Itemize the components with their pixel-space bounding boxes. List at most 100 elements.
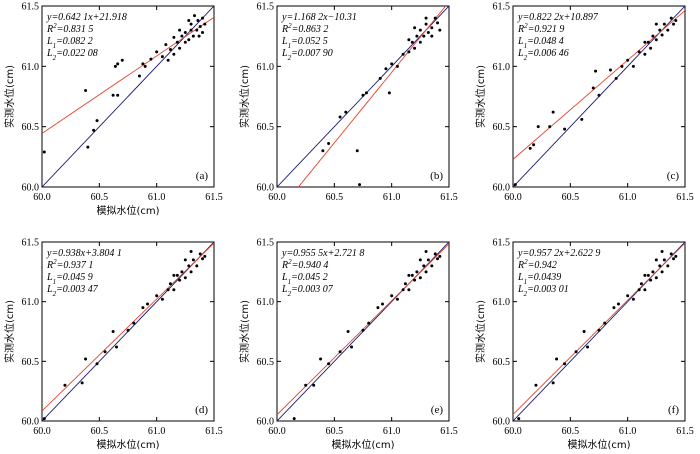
data-point bbox=[172, 35, 176, 39]
data-point bbox=[563, 362, 567, 366]
x-tick-label: 60.5 bbox=[562, 426, 580, 437]
annotation-equation: y=0.957 2x+2.622 9 bbox=[517, 248, 600, 259]
data-point bbox=[424, 250, 428, 254]
x-tick-label: 60.0 bbox=[268, 426, 286, 437]
y-tick-label: 61.0 bbox=[493, 62, 511, 73]
x-tick-label: 60.5 bbox=[326, 192, 344, 203]
data-point bbox=[384, 67, 388, 71]
data-point bbox=[586, 345, 590, 349]
data-point bbox=[198, 25, 202, 29]
data-point bbox=[116, 93, 120, 97]
data-point bbox=[658, 28, 662, 32]
fit-line bbox=[42, 242, 214, 412]
x-tick-label: 61.5 bbox=[205, 426, 223, 437]
annotation-r2: R2=0.937 1 bbox=[46, 258, 93, 271]
data-point bbox=[178, 278, 182, 282]
data-point bbox=[639, 282, 643, 286]
x-tick-label: 61.5 bbox=[676, 192, 694, 203]
data-point bbox=[415, 270, 419, 274]
y-tick-label: 61.5 bbox=[493, 238, 511, 249]
data-point bbox=[149, 57, 153, 61]
annotation-l1: L1=0.045 9 bbox=[46, 272, 93, 286]
x-tick-label: 61.0 bbox=[619, 426, 637, 437]
data-point bbox=[413, 26, 417, 30]
data-point bbox=[193, 14, 197, 18]
data-point bbox=[654, 38, 658, 42]
data-point bbox=[608, 68, 612, 72]
data-point bbox=[660, 270, 664, 274]
x-tick-label: 60.0 bbox=[268, 192, 286, 203]
data-point bbox=[649, 278, 653, 282]
data-point bbox=[654, 22, 658, 26]
data-point bbox=[189, 270, 193, 274]
data-point bbox=[189, 250, 193, 254]
x-tick-label: 61.5 bbox=[205, 192, 223, 203]
y-tick-label: 61.0 bbox=[257, 62, 275, 73]
data-point bbox=[517, 417, 521, 421]
data-point bbox=[166, 288, 170, 292]
data-point bbox=[304, 383, 308, 387]
data-point bbox=[141, 306, 145, 310]
y-tick-label: 61.0 bbox=[257, 297, 275, 308]
data-point bbox=[367, 321, 371, 325]
x-tick-label: 61.0 bbox=[148, 426, 166, 437]
data-point bbox=[344, 110, 348, 114]
data-point bbox=[191, 258, 195, 262]
data-point bbox=[407, 50, 411, 54]
data-point bbox=[355, 149, 359, 153]
data-point bbox=[626, 294, 630, 298]
data-point bbox=[201, 31, 205, 35]
data-point bbox=[637, 288, 641, 292]
data-point bbox=[172, 52, 176, 56]
data-point bbox=[338, 350, 342, 354]
data-point bbox=[651, 34, 655, 38]
fit-line bbox=[513, 242, 685, 415]
data-point bbox=[433, 16, 437, 20]
data-point bbox=[637, 50, 641, 54]
data-point bbox=[672, 22, 676, 26]
data-point bbox=[203, 22, 207, 26]
data-point bbox=[197, 34, 201, 38]
y-tick-label: 61.0 bbox=[22, 297, 40, 308]
data-point bbox=[430, 264, 434, 268]
annotation-l2: L2=0.003 07 bbox=[281, 284, 334, 298]
data-point bbox=[120, 58, 124, 62]
data-point bbox=[532, 143, 536, 147]
data-point bbox=[175, 273, 179, 277]
data-point bbox=[513, 183, 517, 187]
data-point bbox=[436, 21, 440, 25]
data-point bbox=[438, 28, 442, 32]
x-tick-label: 61.5 bbox=[440, 426, 458, 437]
y-tick-label: 60.0 bbox=[22, 417, 40, 428]
data-point bbox=[658, 264, 662, 268]
x-axis-label: 模拟水位(cm) bbox=[567, 438, 630, 451]
fit-line bbox=[297, 6, 447, 187]
data-point bbox=[574, 350, 578, 354]
annotation-l2: L2=0.022 08 bbox=[46, 48, 98, 62]
data-point bbox=[168, 47, 172, 51]
data-point bbox=[669, 252, 673, 256]
data-point bbox=[166, 58, 170, 62]
annotation-l1: L1=0.0439 bbox=[517, 272, 561, 286]
scatter-panel: 60.0 60.5 61.0 61.5 60.0 60.5 61.0 61.5 模拟水位(cm)… bbox=[238, 238, 458, 452]
x-tick-label: 60.0 bbox=[504, 426, 522, 437]
data-point bbox=[551, 110, 555, 114]
data-point bbox=[178, 28, 182, 32]
plot-frame bbox=[512, 241, 686, 422]
data-point bbox=[312, 383, 316, 387]
data-point bbox=[198, 252, 202, 256]
data-point bbox=[164, 43, 168, 47]
y-tick-label: 61.5 bbox=[22, 2, 40, 13]
data-point bbox=[387, 91, 391, 95]
data-point bbox=[620, 64, 624, 68]
plot-frame bbox=[41, 5, 215, 188]
data-point bbox=[649, 46, 653, 50]
data-point bbox=[358, 183, 362, 187]
y-tick-label: 60.0 bbox=[493, 417, 511, 428]
scatter-panel: 60.0 60.5 61.0 61.5 60.0 60.5 61.0 61.5 实测水位(cm)… bbox=[238, 2, 458, 204]
data-point bbox=[183, 258, 187, 262]
data-point bbox=[407, 273, 411, 277]
data-point bbox=[660, 33, 664, 37]
annotation-l1: L1=0.082 2 bbox=[46, 36, 93, 50]
data-point bbox=[175, 40, 179, 44]
